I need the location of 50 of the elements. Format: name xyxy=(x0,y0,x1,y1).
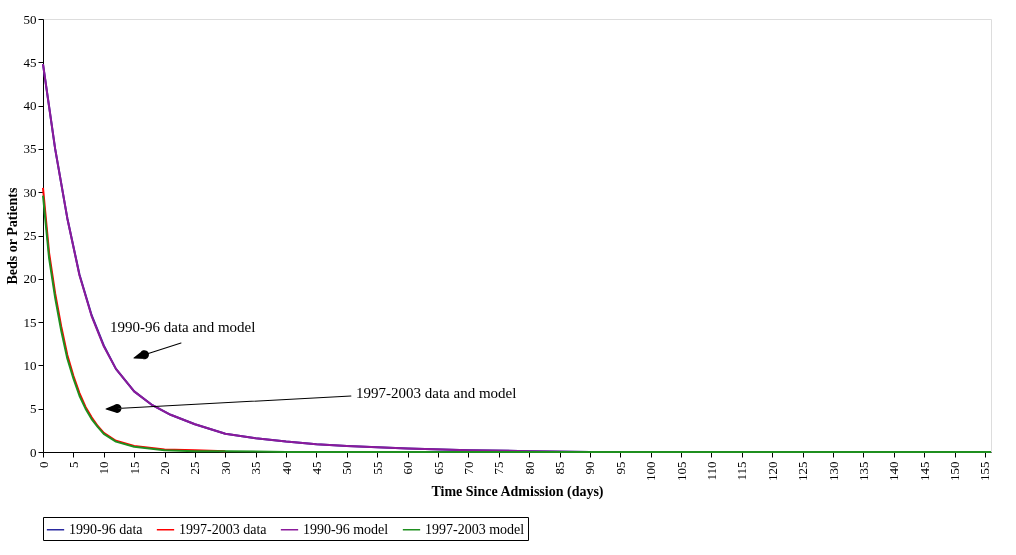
y-tick-label: 45 xyxy=(23,54,37,70)
x-tick-label: 110 xyxy=(703,461,719,481)
x-tick-label: 20 xyxy=(157,461,173,475)
x-tick-label: 30 xyxy=(217,461,233,475)
x-tick-label: 60 xyxy=(400,461,416,475)
y-tick-label: 10 xyxy=(23,357,37,373)
annotation: 1990-96 data and model xyxy=(110,319,256,335)
x-tick-label: 95 xyxy=(612,461,628,475)
x-axis-title: Time Since Admission (days) xyxy=(431,484,604,500)
x-tick-label: 35 xyxy=(248,461,264,475)
x-tick-label: 125 xyxy=(795,461,811,481)
y-tick-label: 20 xyxy=(23,271,37,287)
x-tick-label: 50 xyxy=(339,461,355,475)
y-tick-label: 25 xyxy=(23,228,37,243)
x-tick-label: 55 xyxy=(369,461,385,475)
x-tick-label: 45 xyxy=(308,461,324,475)
y-tick-label: 40 xyxy=(23,98,37,114)
x-tick-label: 120 xyxy=(764,461,780,481)
x-tick-label: 90 xyxy=(582,461,598,475)
legend-label: 1997-2003 data xyxy=(179,521,268,537)
y-axis-title: Beds or Patients xyxy=(4,186,20,285)
y-tick-label: 35 xyxy=(23,141,37,157)
x-tick-label: 145 xyxy=(916,461,932,481)
x-tick-label: 150 xyxy=(947,461,963,481)
x-tick-label: 140 xyxy=(886,461,902,481)
y-tick-label: 30 xyxy=(23,184,37,200)
x-tick-label: 65 xyxy=(430,461,446,475)
x-tick-label: 130 xyxy=(825,461,841,481)
y-tick-label: 5 xyxy=(30,401,37,417)
y-tick-label: 15 xyxy=(23,314,37,330)
x-tick-label: 115 xyxy=(734,461,750,481)
x-tick-label: 85 xyxy=(552,461,568,475)
x-tick-label: 75 xyxy=(491,461,507,475)
x-tick-label: 105 xyxy=(673,461,689,481)
y-tick-label: 50 xyxy=(23,11,37,27)
x-tick-label: 70 xyxy=(460,461,476,475)
x-tick-label: 10 xyxy=(96,461,112,475)
x-tick-label: 0 xyxy=(35,461,51,468)
legend-label: 1997-2003 model xyxy=(425,521,525,537)
legend-label: 1990-96 data xyxy=(69,521,144,537)
legend-label: 1990-96 model xyxy=(303,521,389,537)
x-tick-label: 40 xyxy=(278,461,294,475)
x-tick-label: 25 xyxy=(187,461,203,475)
x-tick-label: 155 xyxy=(977,461,993,481)
x-tick-label: 100 xyxy=(643,461,659,481)
x-tick-label: 135 xyxy=(855,461,871,481)
x-tick-label: 5 xyxy=(65,461,81,468)
x-tick-label: 80 xyxy=(521,461,537,475)
x-tick-label: 15 xyxy=(126,461,142,475)
annotation: 1997-2003 data and model xyxy=(356,385,517,401)
